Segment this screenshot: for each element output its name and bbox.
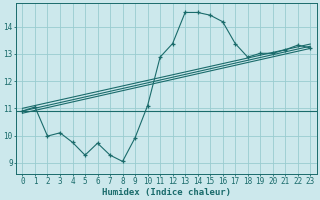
X-axis label: Humidex (Indice chaleur): Humidex (Indice chaleur)	[102, 188, 231, 197]
